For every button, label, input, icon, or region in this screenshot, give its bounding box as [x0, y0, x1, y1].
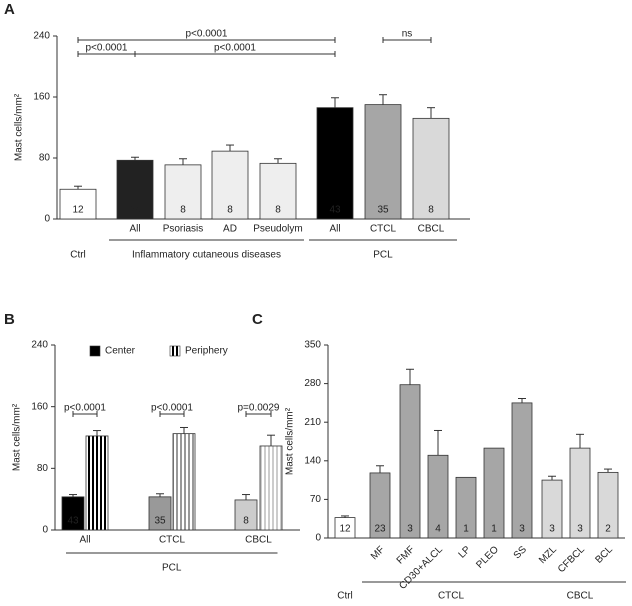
x-tick-label: All	[329, 224, 340, 235]
x-tick-label: CBCL	[245, 535, 272, 546]
panel-letter: A	[4, 1, 15, 18]
y-tick-label: 350	[304, 340, 321, 351]
x-tick-label: SS	[512, 544, 529, 561]
bar	[511, 402, 533, 539]
bar	[116, 159, 154, 220]
y-tick-label: 280	[304, 378, 321, 389]
y-tick-label: 160	[31, 401, 48, 412]
n-label: 1	[463, 524, 469, 535]
bar	[455, 476, 477, 539]
n-label: 35	[154, 516, 166, 527]
bar	[399, 384, 421, 539]
bar	[259, 162, 297, 220]
bar	[316, 107, 354, 220]
group-label: PCL	[373, 250, 393, 261]
n-label: 8	[428, 205, 434, 216]
legend-swatch	[169, 345, 181, 357]
significance-label: p<0.0001	[214, 43, 256, 54]
n-label: 8	[243, 516, 249, 527]
x-tick-label: MF	[369, 544, 387, 562]
y-axis-label: Mast cells/mm²	[12, 403, 23, 471]
y-tick-label: 0	[315, 533, 321, 544]
bar	[483, 447, 505, 539]
n-label: 43	[67, 516, 79, 527]
significance-label: p<0.0001	[64, 403, 106, 414]
x-tick-label: CTCL	[370, 224, 397, 235]
y-tick-label: 80	[37, 463, 49, 474]
significance-label: ns	[402, 29, 413, 40]
significance-label: p<0.0001	[151, 403, 193, 414]
x-tick-label: CBCL	[418, 224, 445, 235]
panel-letter: B	[4, 311, 15, 328]
n-label: 3	[577, 524, 583, 535]
x-tick-label: All	[79, 535, 90, 546]
y-tick-label: 210	[304, 417, 321, 428]
significance-label: p<0.0001	[186, 29, 228, 40]
x-tick-label: All	[129, 224, 140, 235]
n-label: 23	[374, 524, 386, 535]
n-label: 4	[435, 524, 441, 535]
n-label: 3	[407, 524, 413, 535]
group-label: Ctrl	[70, 250, 86, 261]
n-label: 3	[549, 524, 555, 535]
legend-label: Periphery	[185, 346, 228, 357]
bar	[85, 435, 109, 531]
n-label: 1	[491, 524, 497, 535]
n-label: 2	[605, 524, 611, 535]
bar	[59, 188, 97, 220]
y-tick-label: 240	[31, 340, 48, 351]
group-label: Ctrl	[337, 591, 353, 602]
n-label: 8	[180, 205, 186, 216]
x-tick-label: BCL	[593, 544, 615, 566]
x-tick-label: PLEO	[474, 544, 501, 571]
y-tick-label: 70	[310, 494, 322, 505]
y-axis-label: Mast cells/mm²	[14, 93, 25, 161]
n-label: 43	[329, 205, 341, 216]
legend-swatch	[89, 345, 101, 357]
n-label: 3	[519, 524, 525, 535]
n-label: 12	[72, 205, 84, 216]
x-tick-label: MZL	[537, 544, 559, 566]
group-label: CBCL	[567, 591, 594, 602]
n-label: 12	[339, 524, 351, 535]
n-label: 8	[275, 205, 281, 216]
y-tick-label: 160	[33, 92, 50, 103]
x-tick-label: Psoriasis	[163, 224, 204, 235]
n-label: 35	[377, 205, 389, 216]
significance-label: p=0.0029	[238, 403, 280, 414]
legend-label: Center	[105, 346, 136, 357]
y-tick-label: 80	[39, 153, 51, 164]
y-tick-label: 0	[42, 525, 48, 536]
x-tick-label: Pseudolym	[253, 224, 302, 235]
n-label: 24	[129, 205, 141, 216]
y-tick-label: 140	[304, 455, 321, 466]
x-tick-label: AD	[223, 224, 237, 235]
bar	[259, 445, 283, 531]
x-tick-label: CTCL	[159, 535, 186, 546]
group-label: PCL	[162, 563, 182, 574]
group-label: Inflammatory cutaneous diseases	[132, 250, 281, 261]
bar	[412, 117, 450, 220]
x-tick-label: LP	[457, 544, 474, 561]
x-tick-label: FMF	[395, 544, 417, 566]
group-label: CTCL	[438, 591, 465, 602]
x-tick-label: CFBCL	[556, 544, 587, 575]
bar	[164, 164, 202, 220]
y-tick-label: 0	[44, 214, 50, 225]
bar	[172, 433, 196, 531]
y-tick-label: 240	[33, 31, 50, 42]
n-label: 8	[227, 205, 233, 216]
panel-letter: C	[252, 311, 263, 328]
significance-label: p<0.0001	[86, 43, 128, 54]
y-axis-label: Mast cells/mm²	[285, 407, 296, 475]
bar	[364, 104, 402, 220]
